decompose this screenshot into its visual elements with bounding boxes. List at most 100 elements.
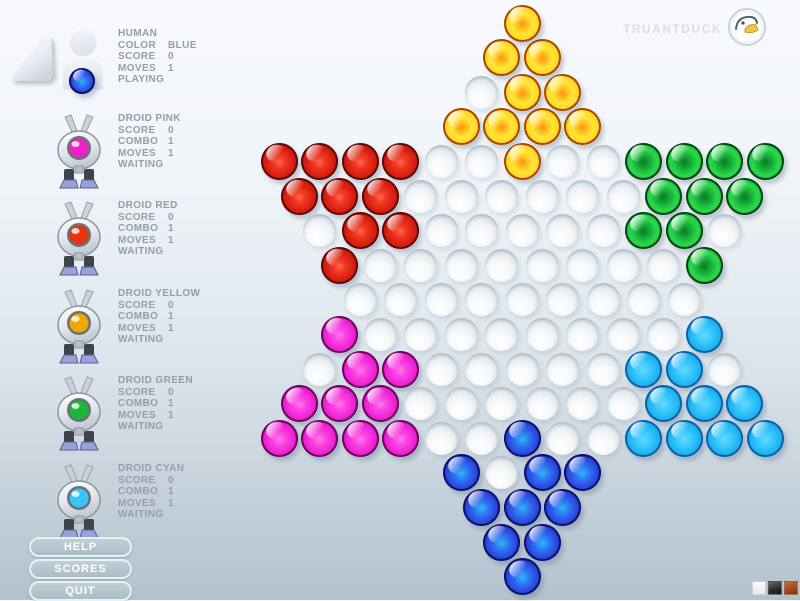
board-hole[interactable] [586, 352, 620, 386]
marble-yellow[interactable] [564, 108, 602, 146]
board-hole[interactable] [384, 283, 417, 317]
marble-magenta[interactable] [382, 350, 419, 388]
marble-cyan[interactable] [706, 419, 743, 457]
marble-cyan[interactable] [685, 315, 723, 353]
board-hole[interactable] [708, 214, 741, 248]
marble-green[interactable] [746, 142, 784, 180]
marble-cyan[interactable] [665, 419, 703, 457]
marble-blue[interactable] [503, 488, 541, 526]
marble-green[interactable] [625, 212, 662, 250]
marble-cyan[interactable] [746, 419, 784, 457]
marble-blue[interactable] [564, 454, 602, 492]
board-hole[interactable] [525, 317, 559, 351]
board-hole[interactable] [566, 317, 600, 351]
board-hole[interactable] [627, 283, 660, 317]
board-hole[interactable] [404, 317, 438, 351]
board-hole[interactable] [606, 387, 640, 421]
marble-magenta[interactable] [361, 385, 399, 423]
marble-yellow[interactable] [503, 4, 541, 42]
board-hole[interactable] [424, 144, 458, 178]
board-hole[interactable] [566, 179, 600, 213]
swatch-orange[interactable] [784, 581, 798, 595]
marble-cyan[interactable] [726, 385, 764, 423]
marble-green[interactable] [685, 177, 723, 215]
quit-button[interactable]: QUIT [29, 581, 132, 601]
marble-red[interactable] [321, 246, 359, 284]
marble-blue[interactable] [523, 454, 561, 492]
board-hole[interactable] [465, 214, 498, 248]
marble-green[interactable] [645, 177, 683, 215]
board-hole[interactable] [546, 214, 579, 248]
marble-blue[interactable] [523, 523, 561, 561]
marble-yellow[interactable] [523, 108, 561, 146]
board-hole[interactable] [363, 248, 397, 282]
board-hole[interactable] [465, 75, 498, 109]
marble-magenta[interactable] [260, 419, 298, 457]
marble-green[interactable] [665, 212, 703, 250]
board-hole[interactable] [546, 421, 579, 455]
board-hole[interactable] [667, 283, 701, 317]
marble-cyan[interactable] [625, 350, 662, 388]
board-hole[interactable] [525, 179, 559, 213]
board-hole[interactable] [444, 317, 478, 351]
marble-red[interactable] [361, 177, 399, 215]
marble-yellow[interactable] [503, 142, 541, 180]
board-hole[interactable] [606, 317, 640, 351]
board-hole[interactable] [485, 456, 519, 490]
help-button[interactable]: HELP [29, 537, 132, 557]
board-hole[interactable] [424, 283, 458, 317]
marble-magenta[interactable] [341, 419, 379, 457]
board-hole[interactable] [708, 352, 741, 386]
board-hole[interactable] [444, 248, 478, 282]
marble-yellow[interactable] [483, 108, 521, 146]
marble-yellow[interactable] [544, 73, 581, 111]
board-hole[interactable] [404, 248, 438, 282]
marble-cyan[interactable] [665, 350, 703, 388]
marble-blue[interactable] [442, 454, 480, 492]
board-hole[interactable] [444, 387, 478, 421]
board-hole[interactable] [363, 317, 397, 351]
board-hole[interactable] [303, 214, 336, 248]
board-hole[interactable] [586, 144, 620, 178]
marble-blue[interactable] [463, 488, 500, 526]
marble-magenta[interactable] [341, 350, 379, 388]
board-hole[interactable] [525, 387, 559, 421]
board-hole[interactable] [586, 421, 620, 455]
marble-red[interactable] [382, 212, 419, 250]
board-hole[interactable] [606, 179, 640, 213]
marble-yellow[interactable] [442, 108, 480, 146]
board-hole[interactable] [465, 421, 498, 455]
board-hole[interactable] [485, 179, 519, 213]
marble-green[interactable] [706, 142, 743, 180]
marble-red[interactable] [301, 142, 338, 180]
board-hole[interactable] [586, 214, 620, 248]
marble-green[interactable] [625, 142, 662, 180]
swatch-white[interactable] [752, 581, 766, 595]
board-hole[interactable] [505, 352, 539, 386]
marble-red[interactable] [382, 142, 419, 180]
marble-magenta[interactable] [321, 315, 359, 353]
marble-red[interactable] [341, 142, 379, 180]
board-hole[interactable] [343, 283, 377, 317]
marble-yellow[interactable] [503, 73, 541, 111]
board-hole[interactable] [465, 144, 498, 178]
marble-green[interactable] [685, 246, 723, 284]
board-hole[interactable] [465, 283, 498, 317]
board-hole[interactable] [647, 248, 681, 282]
board-hole[interactable] [444, 179, 478, 213]
board-hole[interactable] [546, 352, 579, 386]
marble-blue[interactable] [483, 523, 521, 561]
board-hole[interactable] [303, 352, 336, 386]
board-hole[interactable] [424, 421, 458, 455]
marble-cyan[interactable] [645, 385, 683, 423]
board-hole[interactable] [424, 214, 458, 248]
board-hole[interactable] [404, 179, 438, 213]
marble-red[interactable] [341, 212, 379, 250]
board-hole[interactable] [485, 248, 519, 282]
marble-magenta[interactable] [301, 419, 338, 457]
marble-red[interactable] [280, 177, 318, 215]
marble-green[interactable] [665, 142, 703, 180]
board-hole[interactable] [566, 387, 600, 421]
marble-cyan[interactable] [685, 385, 723, 423]
board-hole[interactable] [505, 214, 539, 248]
